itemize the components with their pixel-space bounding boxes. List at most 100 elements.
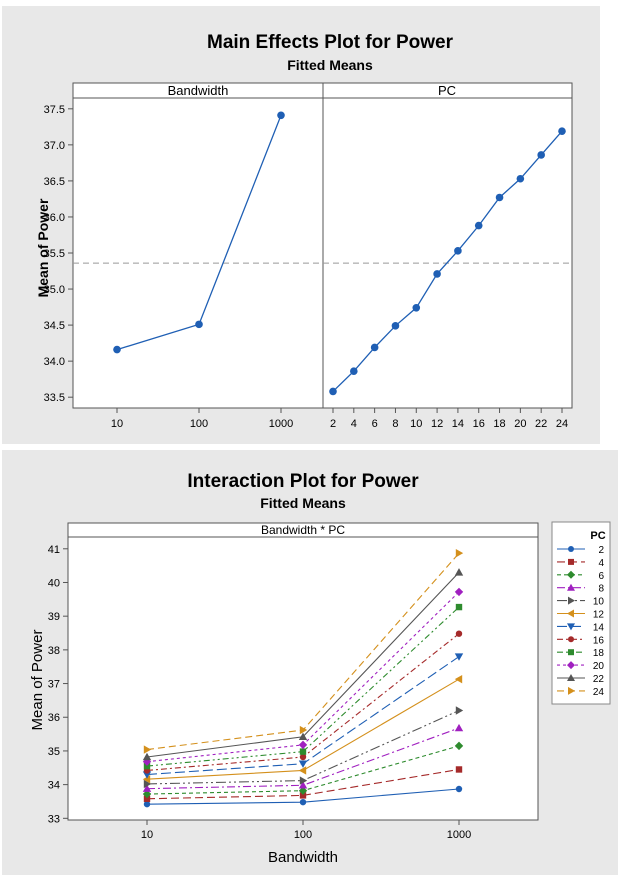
interaction-point-pc-16	[455, 630, 463, 637]
interaction-x-tick-label: 10	[141, 829, 153, 841]
main-effects-bandwidth-point	[113, 345, 121, 354]
main-effects-pc-point	[454, 247, 462, 255]
main-effects-pc-point	[329, 387, 337, 396]
interaction-point-pc-18	[143, 762, 151, 770]
interaction-x-tick-label: 1000	[447, 829, 471, 841]
interaction-series	[142, 548, 464, 808]
main-effects-pc-point	[350, 367, 358, 376]
main-effects-x-tick-label: 4	[351, 418, 357, 430]
interaction-point-pc-12	[454, 674, 463, 684]
interaction-point-pc-22	[454, 568, 464, 576]
interaction-y-tick-label: 39	[48, 611, 60, 623]
main-effects-pc-point	[516, 174, 525, 183]
main-effects-x-tick-label: 100	[190, 418, 208, 430]
interaction-legend-marker-pc-10	[568, 596, 575, 605]
interaction-legend-marker-pc-14	[567, 623, 575, 631]
interaction-y-tick-label: 37	[48, 679, 60, 691]
interaction-y-ticks: 33 34 35 36 37 38 39 40 41	[48, 544, 68, 825]
main-effects-x-tick-label: 12	[431, 418, 443, 430]
interaction-point-pc-20	[142, 757, 152, 766]
main-effects-y-tick-label: 33.5	[44, 392, 65, 404]
interaction-point-pc-10	[299, 776, 308, 785]
main-effects-bandwidth-point	[277, 111, 285, 120]
interaction-point-pc-22	[142, 752, 152, 761]
main-effects-x-tick-label: 20	[514, 418, 526, 430]
main-effects-x-ticks: 10 100 1000 2 4 6 8 10 12 14 16 18 20 22 24	[111, 408, 568, 430]
interaction-legend-marker-pc-2	[568, 546, 574, 552]
main-effects-x-tick-label: 2	[330, 418, 336, 430]
interaction-legend-marker-pc-6	[567, 570, 575, 579]
interaction-legend-label-pc-6: 6	[598, 571, 604, 582]
interaction-legend-marker-pc-16	[568, 636, 574, 643]
main-effects-pc-point	[495, 193, 504, 202]
interaction-point-pc-12	[142, 775, 151, 784]
interaction-point-pc-8	[298, 781, 308, 789]
main-effects-bandwidth-point	[195, 320, 203, 329]
main-effects-x-tick-label: 1000	[269, 418, 293, 430]
main-effects-pc-point	[433, 270, 441, 278]
interaction-legend-label-pc-4: 4	[598, 558, 604, 569]
main-effects-y-tick-label: 37.0	[44, 140, 65, 152]
interaction-point-pc-14	[298, 760, 308, 768]
interaction-y-tick-label: 36	[48, 712, 60, 724]
main-effects-y-tick-label: 35.5	[44, 248, 65, 260]
interaction-title: Interaction Plot for Power	[187, 471, 419, 492]
interaction-point-pc-24	[455, 548, 464, 558]
interaction-legend-label-pc-8: 8	[598, 584, 604, 595]
interaction-x-tick-label: 100	[294, 829, 312, 841]
interaction-point-pc-18	[299, 748, 307, 755]
interaction-chart: Interaction Plot for Power Fitted Means …	[2, 450, 618, 875]
main-effects-series	[113, 111, 566, 396]
main-effects-y-tick-label: 36.0	[44, 212, 65, 224]
main-effects-x-tick-label: 22	[535, 418, 547, 430]
main-effects-subtitle: Fitted Means	[287, 57, 373, 73]
interaction-plot-area	[67, 522, 539, 821]
main-effects-pc-point	[474, 221, 483, 230]
interaction-point-pc-24	[299, 725, 308, 735]
interaction-point-pc-4	[455, 766, 463, 773]
interaction-y-tick-label: 34	[48, 780, 60, 792]
interaction-legend-label-pc-12: 12	[593, 610, 605, 621]
main-effects-y-tick-label: 34.0	[44, 356, 65, 368]
interaction-point-pc-12	[298, 766, 307, 775]
interaction-legend-marker-pc-18	[568, 649, 574, 656]
interaction-legend-title: PC	[590, 530, 605, 542]
interaction-legend-marker-pc-4	[568, 558, 574, 565]
interaction-point-pc-20	[454, 587, 464, 597]
main-effects-plot-area-right	[322, 82, 573, 409]
interaction-point-pc-6	[142, 789, 152, 799]
interaction-legend-marker-pc-22	[567, 674, 575, 681]
interaction-legend-label-pc-18: 18	[593, 648, 605, 659]
interaction-point-pc-10	[143, 779, 152, 789]
interaction-point-pc-10	[455, 706, 464, 715]
interaction-point-pc-6	[298, 786, 308, 795]
main-effects-y-tick-label: 34.5	[44, 320, 65, 332]
main-effects-y-axis-label: Mean of Power	[35, 198, 51, 297]
main-effects-chart: Main Effects Plot for Power Fitted Means…	[2, 6, 600, 444]
interaction-point-pc-6	[454, 741, 464, 751]
main-effects-pc-line	[332, 130, 563, 392]
interaction-point-pc-8	[454, 723, 464, 732]
interaction-point-pc-14	[454, 653, 464, 661]
main-effects-x-tick-label: 16	[473, 418, 485, 430]
main-effects-x-tick-label: 10	[111, 418, 123, 430]
main-effects-y-tick-label: 36.5	[44, 176, 65, 188]
main-effects-plot-area-left	[72, 82, 324, 409]
interaction-point-pc-14	[142, 771, 152, 779]
interaction-legend-marker-pc-20	[567, 661, 575, 670]
interaction-legend-label-pc-24: 24	[593, 687, 605, 698]
interaction-point-pc-18	[455, 603, 463, 611]
main-effects-y-tick-label: 37.5	[44, 104, 65, 116]
interaction-point-pc-4	[143, 795, 151, 802]
interaction-legend-label-pc-16: 16	[593, 635, 605, 646]
interaction-point-pc-8	[142, 784, 152, 792]
interaction-legend-label-pc-10: 10	[593, 597, 605, 608]
interaction-y-tick-label: 33	[48, 813, 60, 825]
interaction-x-axis-label: Bandwidth	[268, 849, 338, 866]
interaction-legend-marker-pc-12	[567, 609, 574, 618]
interaction-point-pc-2	[455, 785, 463, 793]
interaction-y-tick-label: 41	[48, 544, 60, 556]
main-effects-x-tick-label: 14	[452, 418, 464, 430]
